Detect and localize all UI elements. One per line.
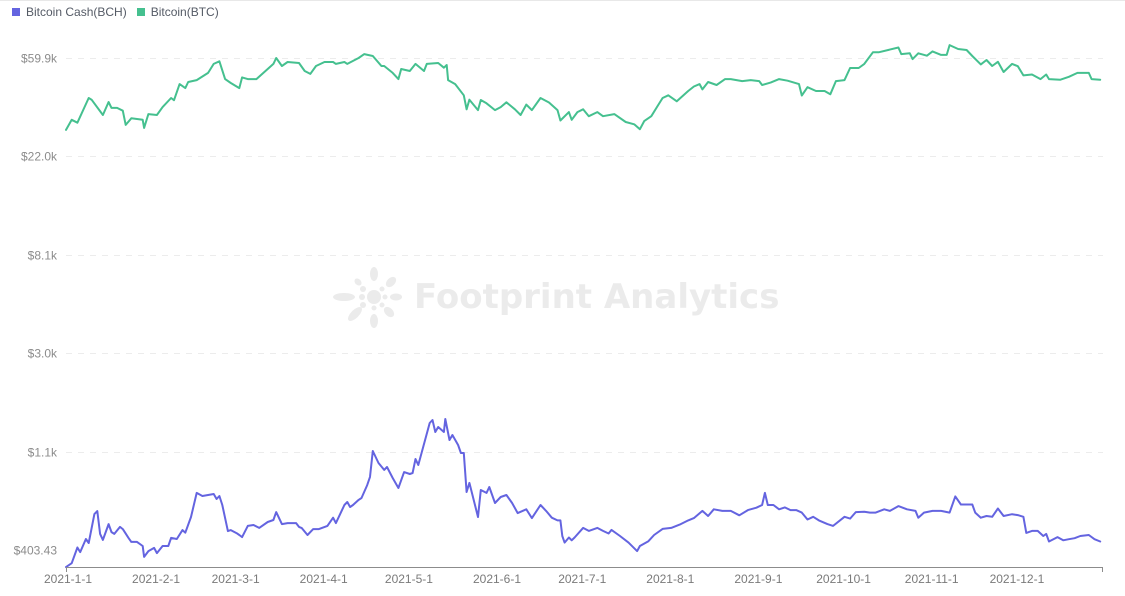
x-tick-label: 2021-9-1 — [734, 572, 782, 586]
legend-item-bch[interactable]: Bitcoin Cash(BCH) — [12, 5, 127, 19]
y-tick-label: $22.0k — [21, 150, 58, 164]
watermark-text: Footprint Analytics — [414, 277, 780, 317]
footprint-logo-icon — [333, 267, 402, 328]
x-tick-label: 2021-1-1 — [44, 572, 92, 586]
x-tick-label: 2021-5-1 — [385, 572, 433, 586]
chart-legend: Bitcoin Cash(BCH) Bitcoin(BTC) — [12, 5, 219, 19]
x-tick-label: 2021-6-1 — [473, 572, 521, 586]
y-tick-label: $1.1k — [28, 446, 58, 460]
x-tick-label: 2021-10-1 — [816, 572, 871, 586]
y-gridlines — [66, 58, 1103, 453]
bch-line — [65, 418, 1102, 569]
legend-swatch-btc-icon — [136, 8, 145, 16]
legend-item-btc[interactable]: Bitcoin(BTC) — [136, 5, 219, 19]
top-border — [0, 0, 1125, 1]
y-tick-label: $8.1k — [28, 249, 58, 263]
x-axis: 2021-1-1 2021-2-1 2021-3-1 2021-4-1 2021-5-1… — [44, 567, 1103, 586]
x-tick-label: 2021-12-1 — [990, 572, 1045, 586]
watermark: Footprint Analytics — [330, 265, 779, 329]
series-lines — [65, 44, 1102, 569]
legend-swatch-bch-icon — [12, 8, 20, 16]
x-tick-label: 2021-4-1 — [300, 572, 348, 586]
x-tick-label: 2021-8-1 — [646, 572, 694, 586]
y-tick-label: $3.0k — [28, 347, 58, 361]
x-tick-label: 2021-11-1 — [905, 572, 959, 586]
y-tick-label: $59.9k — [21, 52, 58, 66]
x-tick-label: 2021-3-1 — [212, 572, 260, 586]
btc-line — [65, 44, 1102, 131]
x-tick-label: 2021-7-1 — [558, 572, 606, 586]
y-axis-labels: $403.43 $1.1k $3.0k $8.1k $22.0k $59.9k — [14, 52, 58, 558]
legend-label-bch: Bitcoin Cash(BCH) — [26, 5, 127, 19]
x-tick-label: 2021-2-1 — [132, 572, 180, 586]
legend-label-btc: Bitcoin(BTC) — [150, 5, 219, 19]
y-tick-label: $403.43 — [14, 544, 58, 558]
